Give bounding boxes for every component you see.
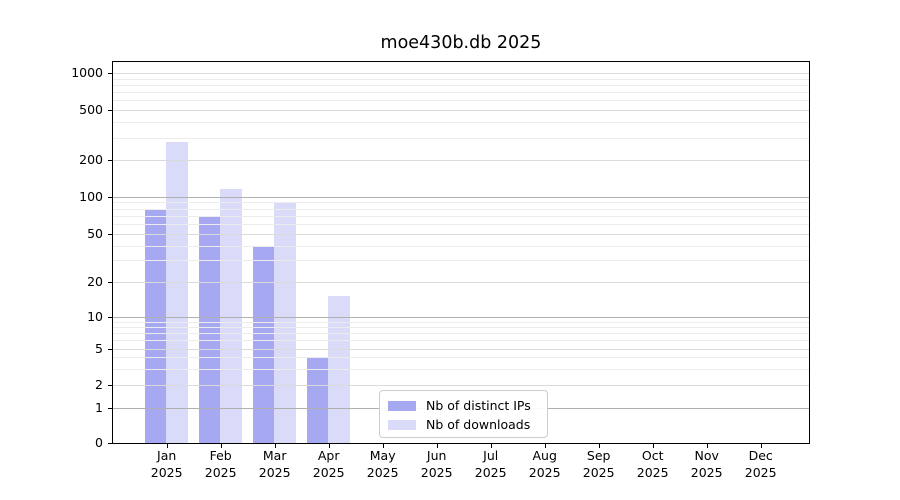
y-tick-50 [108, 234, 112, 235]
gridline-1000 [113, 73, 809, 74]
legend: Nb of distinct IPs Nb of downloads [379, 390, 548, 438]
y-tick-label-500: 500 [79, 102, 103, 117]
x-tick-jul [490, 444, 492, 448]
gridline-9 [113, 321, 809, 323]
y-tick-1000 [108, 73, 112, 74]
gridline-50 [113, 234, 809, 235]
y-tick-label-20: 20 [87, 273, 103, 289]
x-tick-may [382, 444, 384, 448]
legend-label-downloads: Nb of downloads [426, 417, 531, 432]
gridline-8 [113, 327, 809, 329]
plot-area [112, 61, 810, 444]
gridline-30 [113, 260, 809, 262]
y-tick-1 [108, 407, 112, 409]
x-tick-label-feb: Feb 2025 [204, 448, 237, 480]
x-tick-label-aug: Aug 2025 [528, 448, 561, 480]
legend-item-downloads: Nb of downloads [388, 415, 539, 434]
y-tick-label-1: 1 [95, 399, 103, 415]
bar-apr-downloads [328, 296, 350, 443]
x-tick-nov [706, 444, 708, 448]
gridline-100 [113, 196, 809, 198]
x-tick-label-jun: Jun 2025 [420, 448, 453, 480]
x-tick-jun [436, 444, 438, 448]
legend-label-distinct-ips: Nb of distinct IPs [426, 398, 531, 413]
y-tick-label-2: 2 [95, 376, 103, 392]
bar-jan-downloads [166, 141, 188, 443]
bar-apr-distinct-ips [306, 357, 329, 443]
legend-swatch-downloads [388, 419, 416, 430]
y-tick-label-100: 100 [79, 188, 103, 204]
gridline-90 [113, 202, 809, 204]
gridline-2 [113, 384, 809, 386]
y-tick-label-50: 50 [87, 226, 103, 241]
gridline-500 [113, 110, 809, 111]
y-tick-500 [108, 110, 112, 111]
gridline-300 [113, 137, 809, 139]
x-tick-label-jan: Jan 2025 [150, 448, 183, 480]
x-tick-mar [274, 444, 276, 448]
gridline-7 [113, 333, 809, 335]
y-tick-label-10: 10 [87, 309, 103, 324]
gridline-20 [113, 281, 809, 283]
y-tick-label-0: 0 [95, 435, 103, 450]
y-tick-label-1000: 1000 [71, 65, 103, 80]
gridline-40 [113, 245, 809, 247]
y-tick-200 [108, 160, 112, 161]
gridline-80 [113, 208, 809, 210]
x-tick-oct [652, 444, 654, 448]
gridline-900 [113, 78, 809, 80]
x-tick-feb [220, 444, 222, 448]
x-tick-dec [760, 444, 762, 448]
gridline-700 [113, 92, 809, 94]
gridline-60 [113, 224, 809, 226]
bar-mar-distinct-ips [252, 245, 275, 443]
legend-swatch-distinct-ips [388, 400, 416, 411]
x-tick-apr [328, 444, 330, 448]
y-tick-100 [108, 196, 112, 198]
gridline-10 [113, 317, 809, 318]
x-tick-label-jul: Jul 2025 [474, 448, 507, 480]
x-tick-jan [166, 444, 168, 448]
y-tick-10 [108, 317, 112, 318]
y-tick-0 [108, 443, 112, 444]
x-tick-label-apr: Apr 2025 [312, 448, 345, 480]
x-tick-aug [544, 444, 546, 448]
x-tick-label-mar: Mar 2025 [258, 448, 291, 480]
bar-feb-distinct-ips [198, 215, 221, 443]
gridline-200 [113, 160, 809, 161]
gridline-600 [113, 100, 809, 102]
x-tick-label-nov: Nov 2025 [690, 448, 723, 480]
x-tick-label-oct: Oct 2025 [636, 448, 669, 480]
x-tick-label-sep: Sep 2025 [582, 448, 615, 480]
x-tick-sep [598, 444, 600, 448]
chart-title: moe430b.db 2025 [380, 33, 542, 53]
y-tick-label-200: 200 [79, 152, 103, 167]
gridline-400 [113, 122, 809, 124]
bar-feb-downloads [220, 189, 242, 443]
y-tick-5 [108, 348, 112, 350]
legend-item-distinct-ips: Nb of distinct IPs [388, 396, 539, 415]
gridline-800 [113, 84, 809, 86]
x-tick-label-dec: Dec 2025 [744, 448, 777, 480]
y-tick-label-5: 5 [95, 340, 103, 356]
x-tick-label-may: May 2025 [366, 448, 399, 480]
y-tick-20 [108, 281, 112, 283]
gridline-4 [113, 357, 809, 359]
gridline-70 [113, 215, 809, 217]
gridline-3 [113, 368, 809, 370]
gridline-5 [113, 348, 809, 350]
gridline-6 [113, 340, 809, 342]
y-tick-2 [108, 384, 112, 386]
bar-jan-distinct-ips [144, 208, 167, 443]
